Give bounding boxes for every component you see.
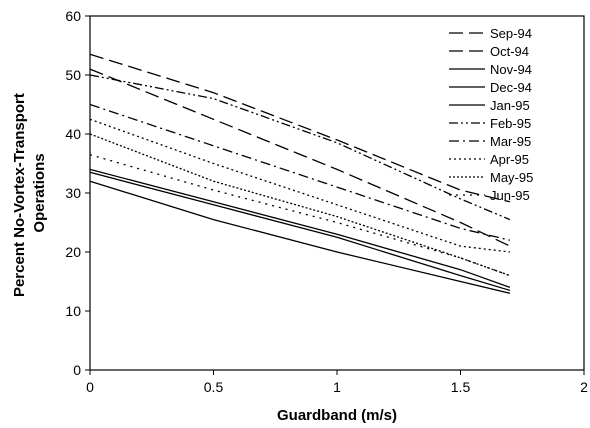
y-tick-label: 50: [65, 67, 81, 83]
legend-label-feb-95: Feb-95: [490, 116, 531, 131]
y-axis: 0 10 20 30 40 50 60: [65, 8, 90, 378]
x-tick-label: 1: [333, 379, 341, 395]
y-tick-label: 30: [65, 185, 81, 201]
series-line-mar-95: [89, 103, 511, 241]
legend-label-jan-95: Jan-95: [490, 98, 530, 113]
y-axis-title-line-1: Percent No-Vortex-Transport: [11, 93, 28, 297]
x-axis: 0 0.5 1 1.5 2: [86, 370, 588, 395]
y-tick-label: 20: [65, 244, 81, 260]
series-line-feb-95: [89, 74, 511, 221]
y-axis-title: Percent No-Vortex-Transport Operations: [11, 89, 48, 297]
series-line-dec-94: [89, 171, 511, 292]
x-tick-label: 1.5: [451, 379, 471, 395]
legend-label-may-95: May-95: [490, 170, 533, 185]
y-tick-label: 60: [65, 8, 81, 24]
legend-label-oct-94: Oct-94: [490, 44, 529, 59]
legend-label-apr-95: Apr-95: [490, 152, 529, 167]
x-tick-label: 0: [86, 379, 94, 395]
legend-label-sep-94: Sep-94: [490, 26, 532, 41]
y-tick-label: 0: [73, 362, 81, 378]
legend-label-nov-94: Nov-94: [490, 62, 532, 77]
series-line-jan-95: [89, 180, 511, 294]
legend: Sep-94 Oct-94 Nov-94 Dec-94 Jan-95 Feb-95 Mar-…: [449, 26, 533, 203]
x-tick-label: 2: [580, 379, 588, 395]
series-line-apr-95: [89, 118, 510, 253]
series-line-sep-94: [89, 53, 511, 203]
series-line-jun-95: [89, 154, 511, 277]
x-tick-label: 0.5: [204, 379, 224, 395]
legend-label-mar-95: Mar-95: [490, 134, 531, 149]
x-axis-title: Guardband (m/s): [277, 407, 397, 424]
series-layer: [89, 53, 511, 294]
series-line-nov-94: [89, 168, 511, 289]
legend-label-dec-94: Dec-94: [490, 80, 532, 95]
y-axis-title-line-2: Operations: [31, 153, 48, 232]
y-tick-label: 10: [65, 303, 81, 319]
series-line-oct-94: [89, 68, 511, 247]
series-line-may-95: [89, 133, 511, 277]
y-tick-label: 40: [65, 126, 81, 142]
legend-label-jun-95: Jun-95: [490, 188, 530, 203]
